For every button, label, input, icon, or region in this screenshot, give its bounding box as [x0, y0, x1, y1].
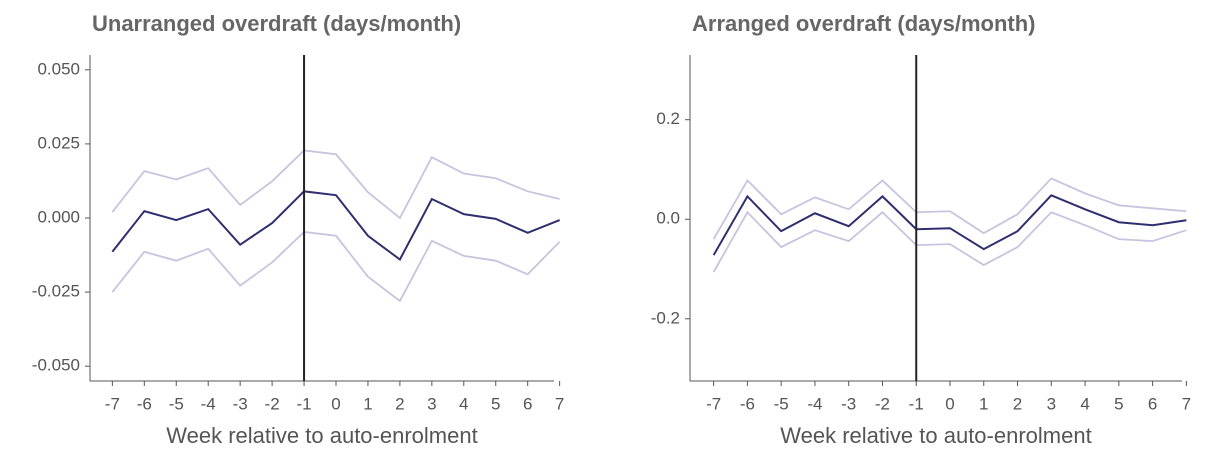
series-line — [111, 230, 561, 303]
x-tick-label: 5 — [1114, 394, 1123, 413]
chart-title: Unarranged overdraft (days/month) — [92, 11, 461, 36]
x-tick-label: 1 — [979, 394, 988, 413]
x-tick-label: -4 — [807, 394, 822, 413]
y-tick-label: 0.025 — [37, 133, 80, 152]
x-tick-label: 7 — [555, 394, 564, 413]
x-tick-label: 6 — [523, 394, 532, 413]
y-tick-label: 0.0 — [656, 209, 680, 228]
x-axis-label: Week relative to auto-enrolment — [166, 423, 477, 448]
x-tick-label: -2 — [265, 394, 280, 413]
y-tick-label: -0.2 — [651, 308, 680, 327]
x-tick-label: -6 — [740, 394, 755, 413]
series-line — [712, 177, 1187, 240]
x-tick-label: -1 — [296, 394, 311, 413]
x-axis-label: Week relative to auto-enrolment — [780, 423, 1091, 448]
x-tick-label: -4 — [201, 394, 216, 413]
x-tick-label: 0 — [945, 394, 954, 413]
x-tick-label: 4 — [459, 394, 468, 413]
chart-title: Arranged overdraft (days/month) — [692, 11, 1036, 36]
y-tick-label: -0.050 — [32, 356, 80, 375]
y-tick-label: 0.2 — [656, 109, 680, 128]
x-tick-label: 4 — [1080, 394, 1089, 413]
y-tick-label: 0.050 — [37, 59, 80, 78]
x-tick-label: -5 — [774, 394, 789, 413]
y-tick-label: 0.000 — [37, 207, 80, 226]
x-tick-label: -1 — [909, 394, 924, 413]
x-tick-label: 1 — [363, 394, 372, 413]
x-tick-label: -3 — [233, 394, 248, 413]
x-tick-label: -3 — [841, 394, 856, 413]
y-tick-label: -0.025 — [32, 282, 80, 301]
x-tick-label: 3 — [427, 394, 436, 413]
x-tick-label: 2 — [1013, 394, 1022, 413]
x-tick-label: 6 — [1148, 394, 1157, 413]
x-tick-label: -2 — [875, 394, 890, 413]
x-tick-label: -6 — [137, 394, 152, 413]
series-line — [712, 194, 1187, 256]
x-tick-label: -7 — [706, 394, 721, 413]
x-tick-label: -7 — [105, 394, 120, 413]
series-line — [111, 149, 560, 220]
x-tick-label: 3 — [1047, 394, 1056, 413]
x-tick-label: -5 — [169, 394, 184, 413]
x-tick-label: 7 — [1182, 394, 1191, 413]
series-line — [111, 190, 561, 261]
x-tick-label: 5 — [491, 394, 500, 413]
x-tick-label: 2 — [395, 394, 404, 413]
series-line — [712, 210, 1187, 273]
x-tick-label: 0 — [331, 394, 340, 413]
